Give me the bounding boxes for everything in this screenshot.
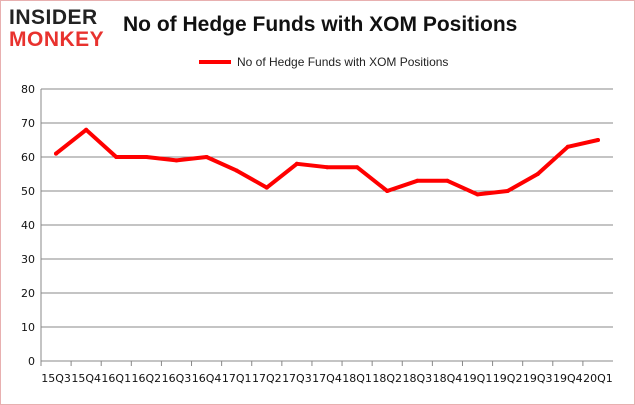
- y-tick-label: 50: [21, 185, 35, 198]
- x-tick-label: 16Q2: [132, 372, 162, 385]
- chart-title: No of Hedge Funds with XOM Positions: [123, 13, 518, 36]
- legend-swatch: [199, 60, 231, 64]
- data-point: [325, 165, 329, 170]
- x-tick-label: 19Q2: [493, 372, 523, 385]
- y-tick-label: 60: [21, 151, 35, 164]
- data-point: [355, 165, 360, 170]
- x-tick-label: 20Q1: [583, 372, 613, 385]
- x-tick-label: 15Q3: [41, 372, 71, 385]
- x-tick-label: 18Q3: [402, 372, 432, 385]
- x-tick-label: 16Q3: [162, 372, 192, 385]
- data-point: [264, 185, 269, 190]
- x-tick-label: 19Q4: [553, 372, 583, 385]
- legend: No of Hedge Funds with XOM Positions: [199, 55, 448, 69]
- y-tick-label: 0: [28, 355, 35, 368]
- x-tick-label: 18Q2: [372, 372, 402, 385]
- x-tick-label: 19Q1: [463, 372, 493, 385]
- data-point: [445, 178, 450, 183]
- data-point: [144, 155, 149, 159]
- data-point: [415, 178, 420, 183]
- data-point: [294, 161, 299, 166]
- logo-line1: INSIDER: [9, 6, 98, 29]
- data-point: [565, 144, 570, 149]
- x-tick-label: 18Q4: [433, 372, 463, 385]
- y-tick-label: 40: [21, 219, 35, 232]
- legend-label: No of Hedge Funds with XOM Positions: [237, 55, 449, 69]
- x-tick-label: 16Q4: [192, 372, 222, 385]
- data-point: [174, 158, 179, 163]
- insider-monkey-logo: INSIDER MONKEY: [9, 7, 119, 53]
- y-tick-label: 10: [21, 321, 35, 334]
- y-tick-label: 20: [21, 287, 35, 300]
- x-tick-label: 15Q4: [71, 372, 101, 385]
- y-tick-label: 70: [21, 117, 35, 130]
- x-tick-label: 17Q4: [312, 372, 342, 385]
- data-point: [234, 168, 239, 173]
- logo-line2: MONKEY: [9, 28, 105, 51]
- data-point: [84, 127, 89, 132]
- x-tick-label: 18Q1: [342, 372, 372, 385]
- x-tick-label: 19Q3: [523, 372, 553, 385]
- x-tick-label: 17Q1: [222, 372, 252, 385]
- data-point: [385, 189, 390, 193]
- data-point: [204, 155, 209, 159]
- series-line: [54, 127, 600, 197]
- data-point: [114, 155, 119, 159]
- data-point: [475, 192, 480, 197]
- y-tick-label: 30: [21, 253, 35, 266]
- x-tick-label: 17Q3: [282, 372, 312, 385]
- data-point: [535, 172, 540, 176]
- data-point: [505, 189, 510, 193]
- y-tick-label: 80: [21, 83, 35, 96]
- data-point: [54, 151, 59, 156]
- x-tick-label: 16Q1: [101, 372, 131, 385]
- x-tick-label: 17Q2: [252, 372, 282, 385]
- data-point: [595, 138, 600, 142]
